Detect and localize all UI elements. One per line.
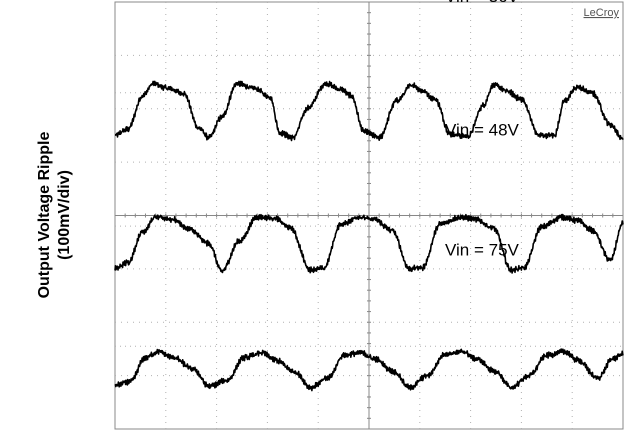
trace-labels: Vin = 36V Vin = 48V Vin = 75V: [445, 0, 520, 260]
lecroy-brand-logo: LeCroy: [584, 7, 620, 19]
trace-1: [114, 80, 624, 142]
waveform-traces: [114, 80, 624, 392]
trace-label-1: Vin = 36V: [445, 0, 520, 6]
trace-label-3: Vin = 75V: [445, 241, 520, 260]
trace-label-2: Vin = 48V: [445, 120, 520, 139]
trace-2: [114, 213, 624, 274]
trace-3: [114, 348, 624, 392]
